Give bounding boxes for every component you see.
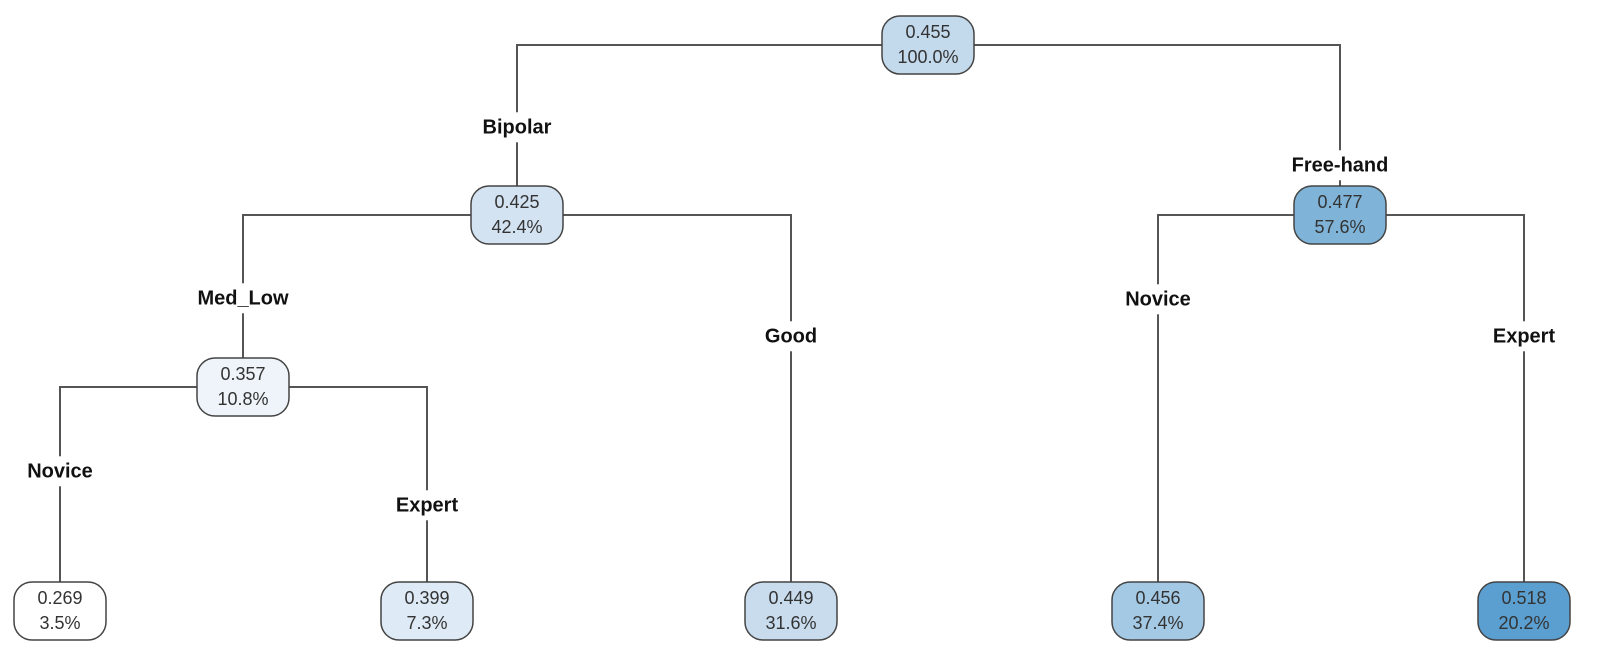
- node-box: [1111, 581, 1205, 641]
- node-box: [1477, 581, 1571, 641]
- edge: [517, 214, 792, 582]
- node: 0.456 37.4%: [1111, 581, 1205, 641]
- node-box: [881, 15, 975, 75]
- node-value: 0.449: [768, 588, 813, 608]
- node: 0.357 10.8%: [196, 357, 290, 417]
- node-value: 0.455: [905, 22, 950, 42]
- edge-label-bg: [1488, 321, 1560, 352]
- node-value: 0.477: [1317, 192, 1362, 212]
- edge-label-bg: [760, 321, 822, 352]
- edge-label-bg: [1287, 150, 1393, 181]
- node-box: [380, 581, 474, 641]
- node-box: [470, 185, 564, 245]
- edges: [59, 44, 1525, 582]
- node-value: 0.518: [1501, 588, 1546, 608]
- edge-label: Expert: [1493, 325, 1556, 347]
- node-percent: 42.4%: [491, 217, 542, 237]
- node-value: 0.269: [37, 588, 82, 608]
- node: 0.399 7.3%: [380, 581, 474, 641]
- edge: [1157, 214, 1340, 582]
- node-percent: 100.0%: [897, 47, 958, 67]
- edge-label: Bipolar: [483, 116, 552, 138]
- edge: [928, 44, 1341, 186]
- node-percent: 3.5%: [39, 613, 80, 633]
- node-percent: 31.6%: [765, 613, 816, 633]
- node: 0.518 20.2%: [1477, 581, 1571, 641]
- node-box: [196, 357, 290, 417]
- node: 0.269 3.5%: [13, 581, 107, 641]
- node-value: 0.456: [1135, 588, 1180, 608]
- node: 0.425 42.4%: [470, 185, 564, 245]
- edge-label: Free-hand: [1292, 154, 1389, 176]
- edge: [1340, 214, 1525, 582]
- node-percent: 57.6%: [1314, 217, 1365, 237]
- node: 0.449 31.6%: [744, 581, 838, 641]
- node-value: 0.425: [494, 192, 539, 212]
- edge-label-bg: [478, 112, 556, 143]
- node-percent: 37.4%: [1132, 613, 1183, 633]
- node-percent: 20.2%: [1498, 613, 1549, 633]
- edge-label: Novice: [1125, 288, 1191, 310]
- node: 0.455 100.0%: [881, 15, 975, 75]
- edge-label-bg: [391, 490, 463, 521]
- edge-label-bg: [193, 283, 293, 314]
- node-percent: 7.3%: [406, 613, 447, 633]
- edge-label: Expert: [396, 494, 459, 516]
- edge-label: Med_Low: [197, 287, 289, 309]
- node-box: [13, 581, 107, 641]
- edge: [516, 44, 928, 186]
- node: 0.477 57.6%: [1293, 185, 1387, 245]
- edge-labels: Bipolar Free-hand Med_Low Good Novice Expert N…: [23, 112, 1560, 521]
- edge-label-bg: [1121, 284, 1195, 315]
- node-value: 0.399: [404, 588, 449, 608]
- node-value: 0.357: [220, 364, 265, 384]
- edge: [59, 386, 243, 582]
- edge-label-bg: [23, 456, 97, 487]
- node-box: [744, 581, 838, 641]
- node-box: [1293, 185, 1387, 245]
- edge-label: Novice: [27, 460, 93, 482]
- node-percent: 10.8%: [217, 389, 268, 409]
- edge-label: Good: [765, 325, 817, 347]
